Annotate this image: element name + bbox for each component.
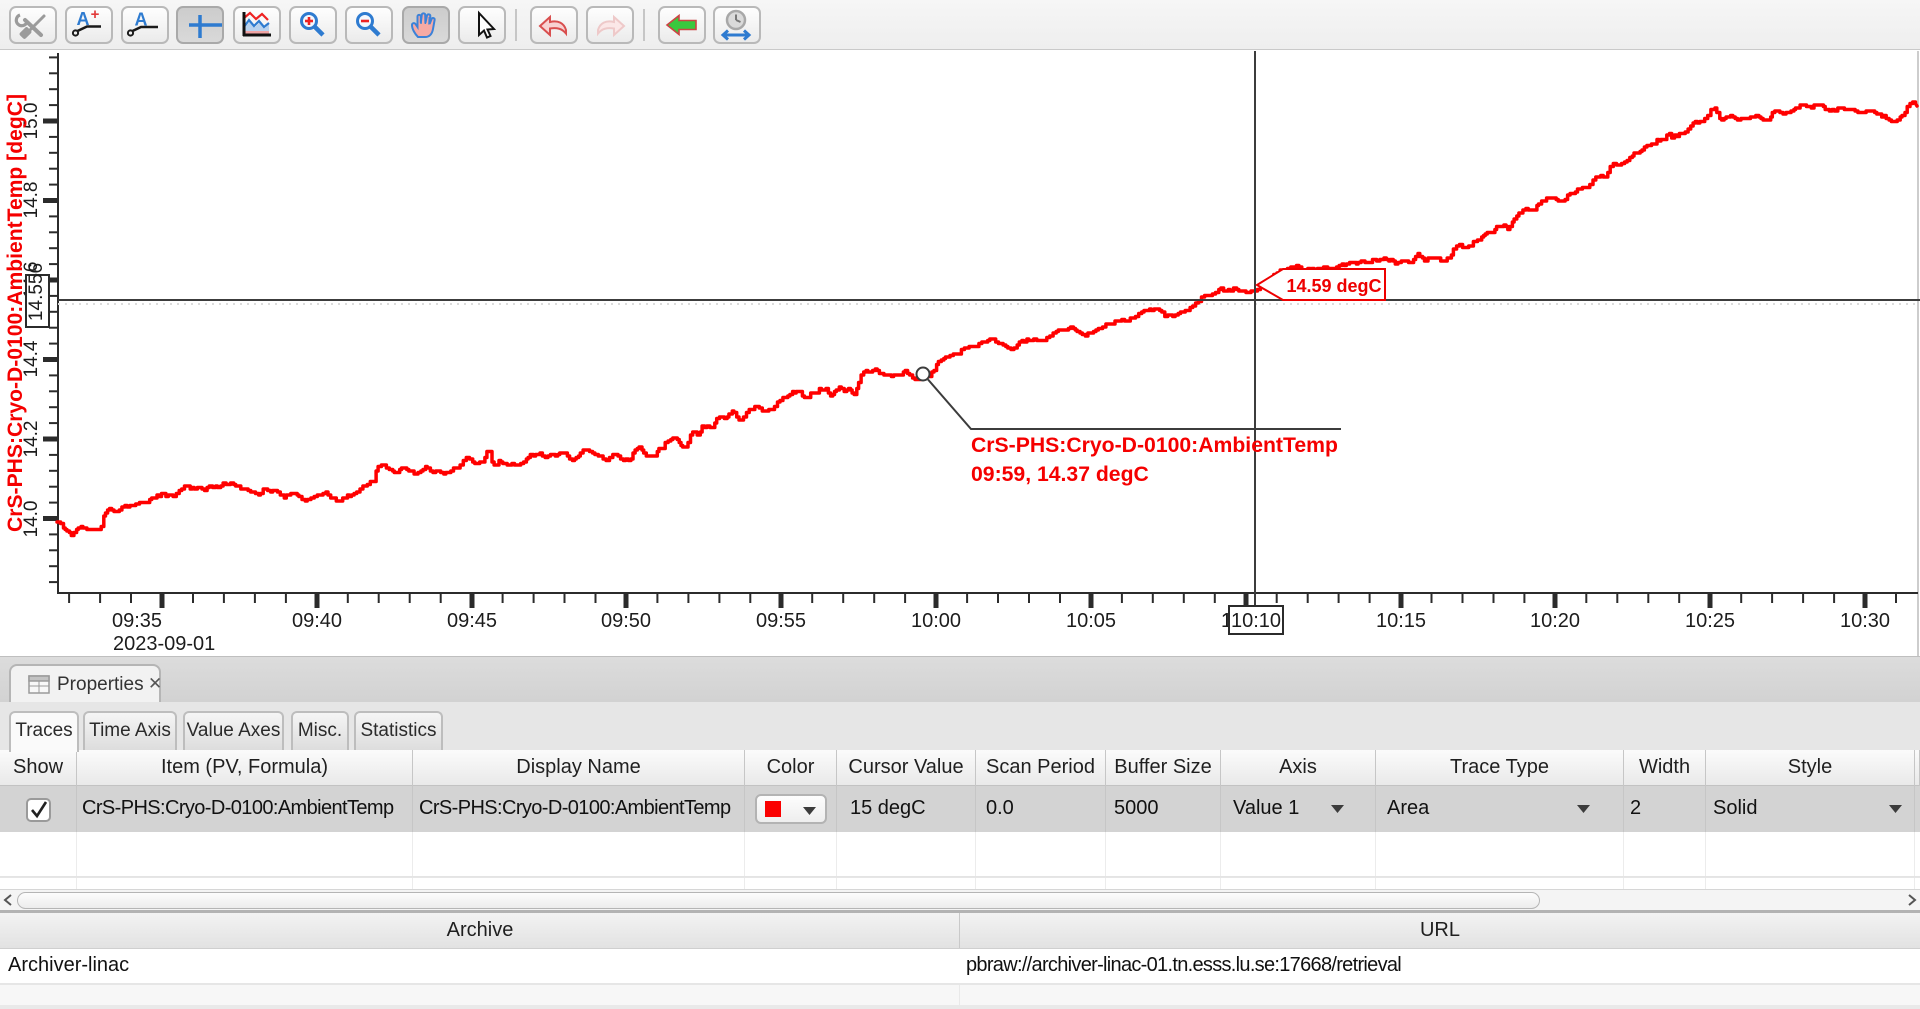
svg-text:A: A [77, 9, 90, 29]
svg-text:+: + [91, 8, 100, 23]
svg-text:14.59 degC: 14.59 degC [1286, 276, 1381, 296]
svg-text:A: A [135, 10, 148, 30]
